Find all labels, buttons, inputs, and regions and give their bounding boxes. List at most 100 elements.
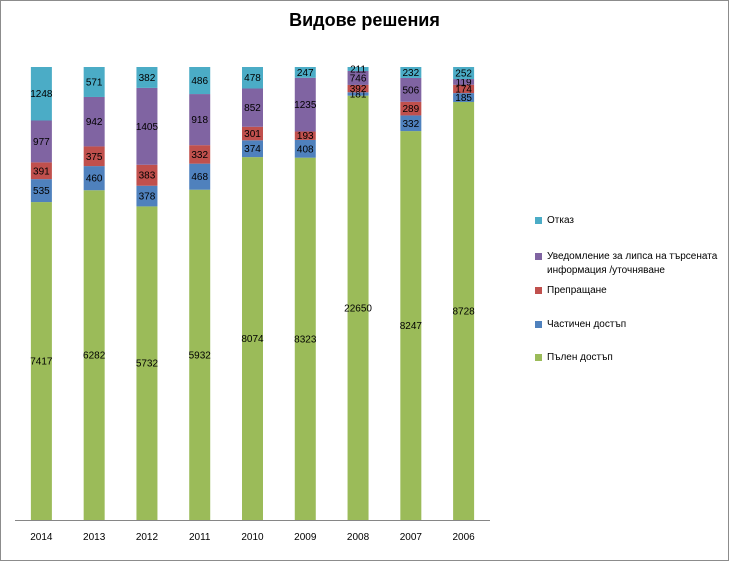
legend-label: Отказ [547, 215, 574, 226]
bars-group: 7417 535 391 977 1248 6282 460 375 942 571 5732 378… [30, 64, 475, 521]
data-label-2007-s2: 289 [402, 104, 419, 115]
bar-segment-2012-s1 [136, 185, 158, 207]
bar-segment-2012-s3 [136, 87, 158, 165]
bar-segment-2014-s1 [30, 179, 52, 203]
legend-swatch [535, 321, 542, 328]
data-label-2010-s3: 852 [244, 103, 261, 114]
data-label-2010-s1: 374 [244, 144, 261, 155]
data-label-2012-s2: 383 [139, 171, 156, 182]
bar-segment-2014-s0 [30, 202, 52, 520]
data-label-2011-s0: 5932 [189, 350, 212, 361]
bar-segment-2008-s1 [347, 92, 369, 96]
bar-segment-2006-s3 [453, 79, 475, 85]
bar-segment-2006-s1 [453, 93, 475, 102]
data-label-2007-s1: 332 [402, 119, 419, 130]
data-label-2014-s2: 391 [33, 166, 50, 177]
data-label-2006-s0: 8728 [452, 306, 475, 317]
data-label-2006-s3: 119 [456, 77, 472, 88]
data-label-2013-s2: 375 [86, 152, 103, 163]
data-label-2008-s1: 181 [350, 89, 367, 100]
bar-segment-2009-s2 [294, 131, 316, 140]
data-label-2011-s4: 486 [191, 76, 208, 87]
bar-segment-2010-s3 [242, 88, 263, 127]
data-label-2007-s0: 8247 [400, 321, 423, 332]
data-label-2010-s2: 301 [244, 129, 261, 140]
legend-item: Препращане [535, 284, 725, 298]
legend-label: Частичен достъп [547, 319, 627, 330]
x-tick-2013: 2013 [83, 532, 106, 543]
bar-segment-2007-s3 [400, 77, 422, 102]
bar-segment-2011-s2 [189, 145, 211, 164]
chart-title: Видове решения [289, 10, 440, 30]
x-tick-2007: 2007 [400, 532, 423, 543]
data-label-2008-s0: 22650 [344, 303, 372, 314]
bar-segment-2010-s2 [242, 126, 263, 141]
data-label-2012-s1: 378 [139, 192, 156, 203]
data-label-2013-s4: 571 [86, 77, 103, 88]
legend-item: Уведомление за липса на търсената информ… [535, 250, 725, 278]
data-label-2009-s4: 247 [297, 68, 314, 79]
data-label-2007-s3: 506 [402, 85, 419, 96]
data-label-2013-s1: 460 [86, 174, 103, 185]
data-label-2013-s3: 942 [86, 117, 103, 128]
bar-segment-2012-s2 [136, 164, 158, 186]
bar-segment-2009-s1 [294, 139, 316, 158]
legend-label: Уведомление за липса на търсената информ… [547, 251, 718, 276]
data-label-2009-s0: 8323 [294, 334, 317, 345]
data-label-2009-s1: 408 [297, 144, 314, 155]
data-label-2010-s4: 478 [244, 73, 261, 84]
bar-segment-2013-s0 [83, 190, 105, 521]
data-label-2012-s3: 1405 [136, 122, 159, 133]
x-tick-2011: 2011 [189, 532, 211, 543]
bar-segment-2009-s3 [294, 77, 316, 132]
bar-segment-2009-s0 [294, 157, 316, 521]
data-label-2011-s3: 918 [191, 115, 208, 126]
data-label-2011-s2: 332 [191, 150, 208, 161]
x-tick-2006: 2006 [452, 532, 475, 543]
bar-segment-2013-s1 [83, 166, 105, 191]
bar-segment-2008-s2 [347, 84, 369, 93]
bar-segment-2007-s2 [400, 101, 422, 116]
data-label-2014-s0: 7417 [30, 357, 53, 368]
bar-segment-2011-s4 [189, 67, 211, 95]
x-tick-2012: 2012 [136, 532, 159, 543]
data-label-2010-s0: 8074 [241, 334, 264, 345]
bar-segment-2011-s0 [189, 189, 211, 520]
bar-segment-2006-s4 [453, 67, 475, 80]
data-label-2006-s1: 185 [455, 93, 472, 104]
bar-segment-2009-s4 [294, 67, 316, 78]
bar-segment-2014-s2 [30, 162, 52, 180]
data-label-2008-s4: 211 [350, 64, 366, 75]
data-label-2009-s2: 193 [297, 131, 314, 142]
legend-swatch [535, 287, 542, 294]
bar-segment-2010-s0 [242, 157, 263, 520]
bar-segment-2010-s1 [242, 140, 263, 158]
data-label-2014-s3: 977 [33, 137, 50, 148]
bar-segment-2011-s3 [189, 94, 211, 146]
legend-swatch [535, 354, 542, 361]
x-tick-2014: 2014 [30, 532, 53, 543]
x-tick-2009: 2009 [294, 532, 317, 543]
data-label-2011-s1: 468 [191, 172, 208, 183]
legend-label: Пълен достъп [547, 352, 613, 363]
bar-segment-2007-s0 [400, 131, 422, 520]
bar-segment-2011-s1 [189, 163, 211, 190]
data-label-2013-s0: 6282 [83, 351, 106, 362]
x-tick-2008: 2008 [347, 532, 370, 543]
legend-item: Частичен достъп [535, 318, 725, 332]
legend-swatch [535, 217, 542, 224]
bar-segment-2014-s4 [30, 67, 52, 121]
bar-segment-2012-s0 [136, 206, 158, 521]
bar-segment-2013-s4 [83, 67, 105, 97]
legend-item: Пълен достъп [535, 351, 725, 365]
data-label-2012-s4: 382 [139, 73, 156, 84]
bar-segment-2008-s3 [347, 70, 369, 85]
data-label-2006-s2: 174 [455, 84, 472, 95]
bar-segment-2007-s1 [400, 115, 422, 132]
data-label-2007-s4: 232 [402, 68, 419, 79]
bar-segment-2006-s0 [453, 101, 475, 520]
data-label-2008-s3: 746 [350, 73, 367, 84]
legend-item: Отказ [535, 214, 725, 228]
data-label-2014-s1: 535 [33, 186, 50, 197]
data-label-2006-s4: 252 [455, 69, 472, 80]
